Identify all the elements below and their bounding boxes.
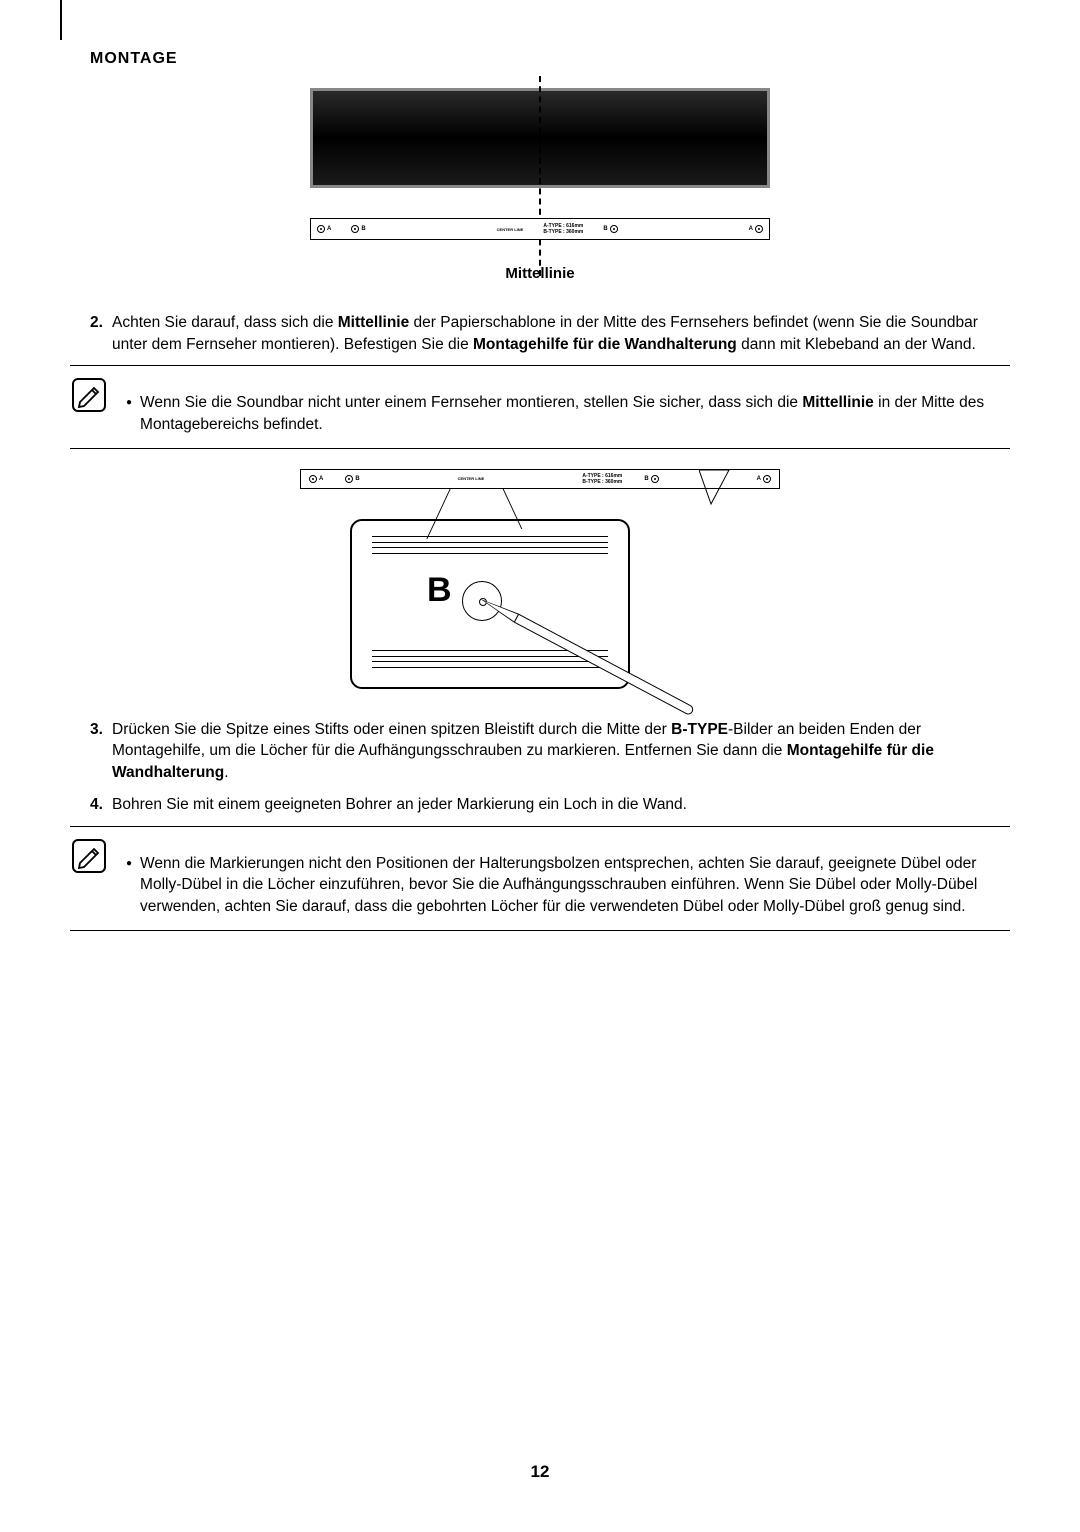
mounting-template-bar: A B CENTER LINE A-TYPE : 616mm B-TYPE : … (310, 218, 770, 240)
figure-marking-detail: A B CENTER LINE A-TYPE : 616mm B-TYPE : … (290, 469, 790, 689)
marker-a-label-r: A (749, 226, 753, 232)
detail-line (372, 661, 608, 668)
marker-a-label: A (327, 226, 331, 232)
page-number: 12 (531, 1462, 550, 1482)
note-icon (72, 839, 106, 873)
type-dimensions-2: A-TYPE : 616mm B-TYPE : 360mm (582, 473, 622, 485)
step-text: Drücken Sie die Spitze eines Stifts oder… (112, 719, 1010, 784)
marker-b-label-r: B (603, 226, 607, 232)
section-title: MONTAGE (90, 50, 1010, 68)
note-icon (72, 378, 106, 412)
step-text: Bohren Sie mit einem geeigneten Bohrer a… (112, 794, 1010, 816)
marker-a-left-2: A (309, 475, 323, 483)
note-content: Wenn Sie die Soundbar nicht unter einem … (140, 392, 1010, 435)
step-number: 2. (90, 312, 112, 355)
vertical-accent-bar (60, 0, 62, 40)
step-number: 3. (90, 719, 112, 784)
note-block-2: ● Wenn die Markierungen nicht den Positi… (70, 826, 1010, 931)
marker-b-left-2: B (345, 475, 359, 483)
marker-a-right: A (749, 225, 763, 233)
marker-b-right: B (603, 225, 617, 233)
step-text: Achten Sie darauf, dass sich die Mittell… (112, 312, 1010, 355)
type-dimensions: A-TYPE : 616mm B-TYPE : 360mm (543, 223, 583, 235)
fold-corner-icon (699, 470, 739, 500)
center-dash-line (539, 76, 541, 276)
detail-line (372, 536, 608, 543)
note-content: Wenn die Markierungen nicht den Position… (140, 853, 1010, 918)
marker-a-left: A (317, 225, 331, 233)
detail-line (372, 547, 608, 554)
note-text: ● Wenn Sie die Soundbar nicht unter eine… (126, 378, 1010, 435)
marker-b-right-2: B (644, 475, 658, 483)
instruction-step-2: 2. Achten Sie darauf, dass sich die Mitt… (70, 312, 1010, 355)
step-number: 4. (90, 794, 112, 816)
marker-b-label: B (361, 226, 365, 232)
bullet-icon: ● (126, 857, 132, 918)
marker-b-left: B (351, 225, 365, 233)
mounting-template-bar-2: A B CENTER LINE A-TYPE : 616mm B-TYPE : … (300, 469, 780, 489)
center-line-label-2: CENTER LINE (458, 476, 485, 481)
center-line-label: CENTER LINE (497, 227, 524, 232)
bullet-icon: ● (126, 396, 132, 435)
b-type-dim: B-TYPE : 360mm (543, 229, 583, 235)
instruction-step-3: 3. Drücken Sie die Spitze eines Stifts o… (70, 719, 1010, 784)
marker-a-right-2: A (757, 475, 771, 483)
figure-tv-mount: A B CENTER LINE A-TYPE : 616mm B-TYPE : … (290, 88, 790, 282)
note-text: ● Wenn die Markierungen nicht den Positi… (126, 839, 1010, 918)
instruction-step-4: 4. Bohren Sie mit einem geeigneten Bohre… (70, 794, 1010, 816)
note-block-1: ● Wenn Sie die Soundbar nicht unter eine… (70, 365, 1010, 448)
b-type-label: B (427, 571, 452, 610)
zoom-detail-box: B (350, 519, 630, 689)
